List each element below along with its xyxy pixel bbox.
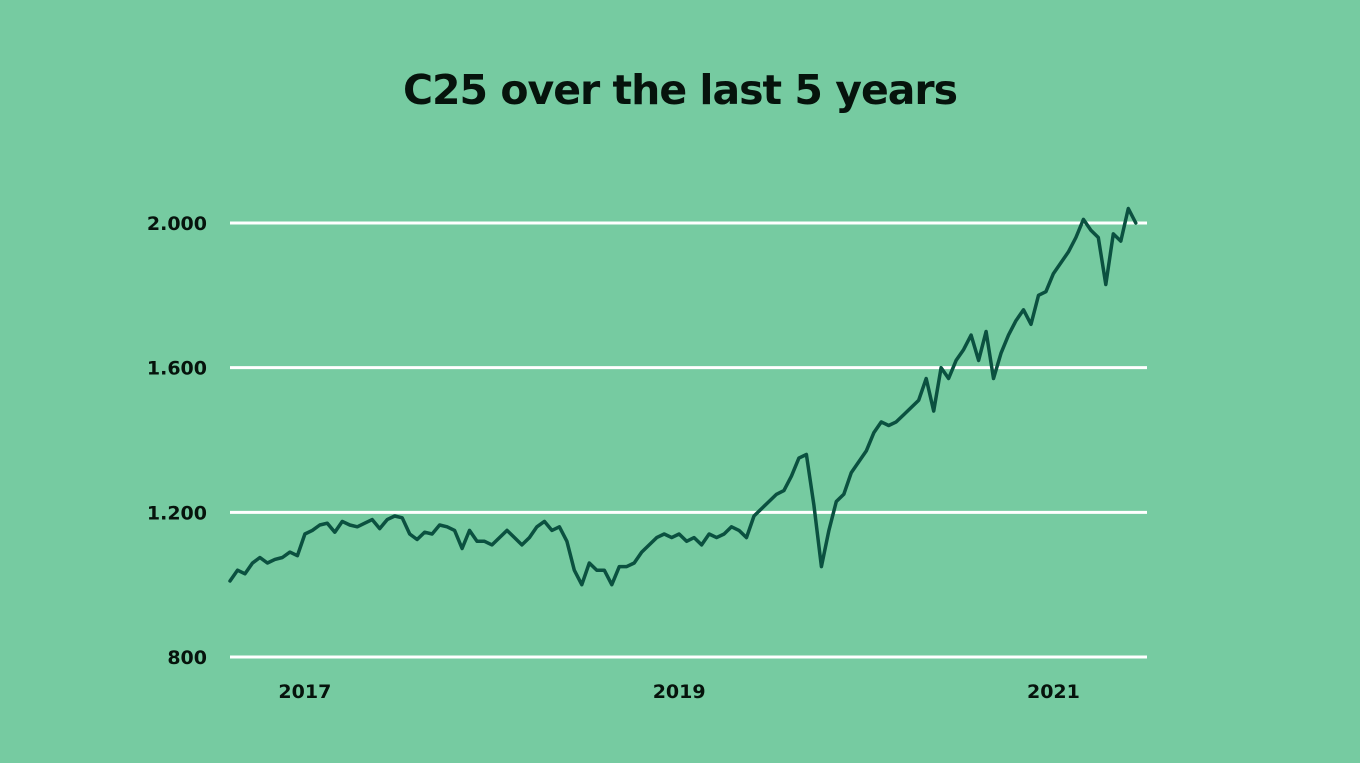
y-tick-label: 1.600: [147, 358, 207, 380]
y-tick-label: 800: [167, 647, 207, 669]
gridlines: [230, 221, 1147, 659]
chart-title: C25 over the last 5 years: [402, 66, 958, 114]
y-tick-label: 2.000: [147, 213, 207, 235]
x-axis-ticks: 2017 2019 2021: [278, 681, 1079, 703]
y-axis-ticks: 800 1.200 1.600 2.000: [147, 213, 207, 669]
series-layer: [228, 206, 1138, 587]
x-tick-label: 2021: [1027, 681, 1080, 703]
series-line-0: [228, 206, 1138, 587]
x-tick-label: 2017: [278, 681, 331, 703]
x-tick-label: 2019: [653, 681, 706, 703]
y-tick-label: 1.200: [147, 502, 207, 524]
